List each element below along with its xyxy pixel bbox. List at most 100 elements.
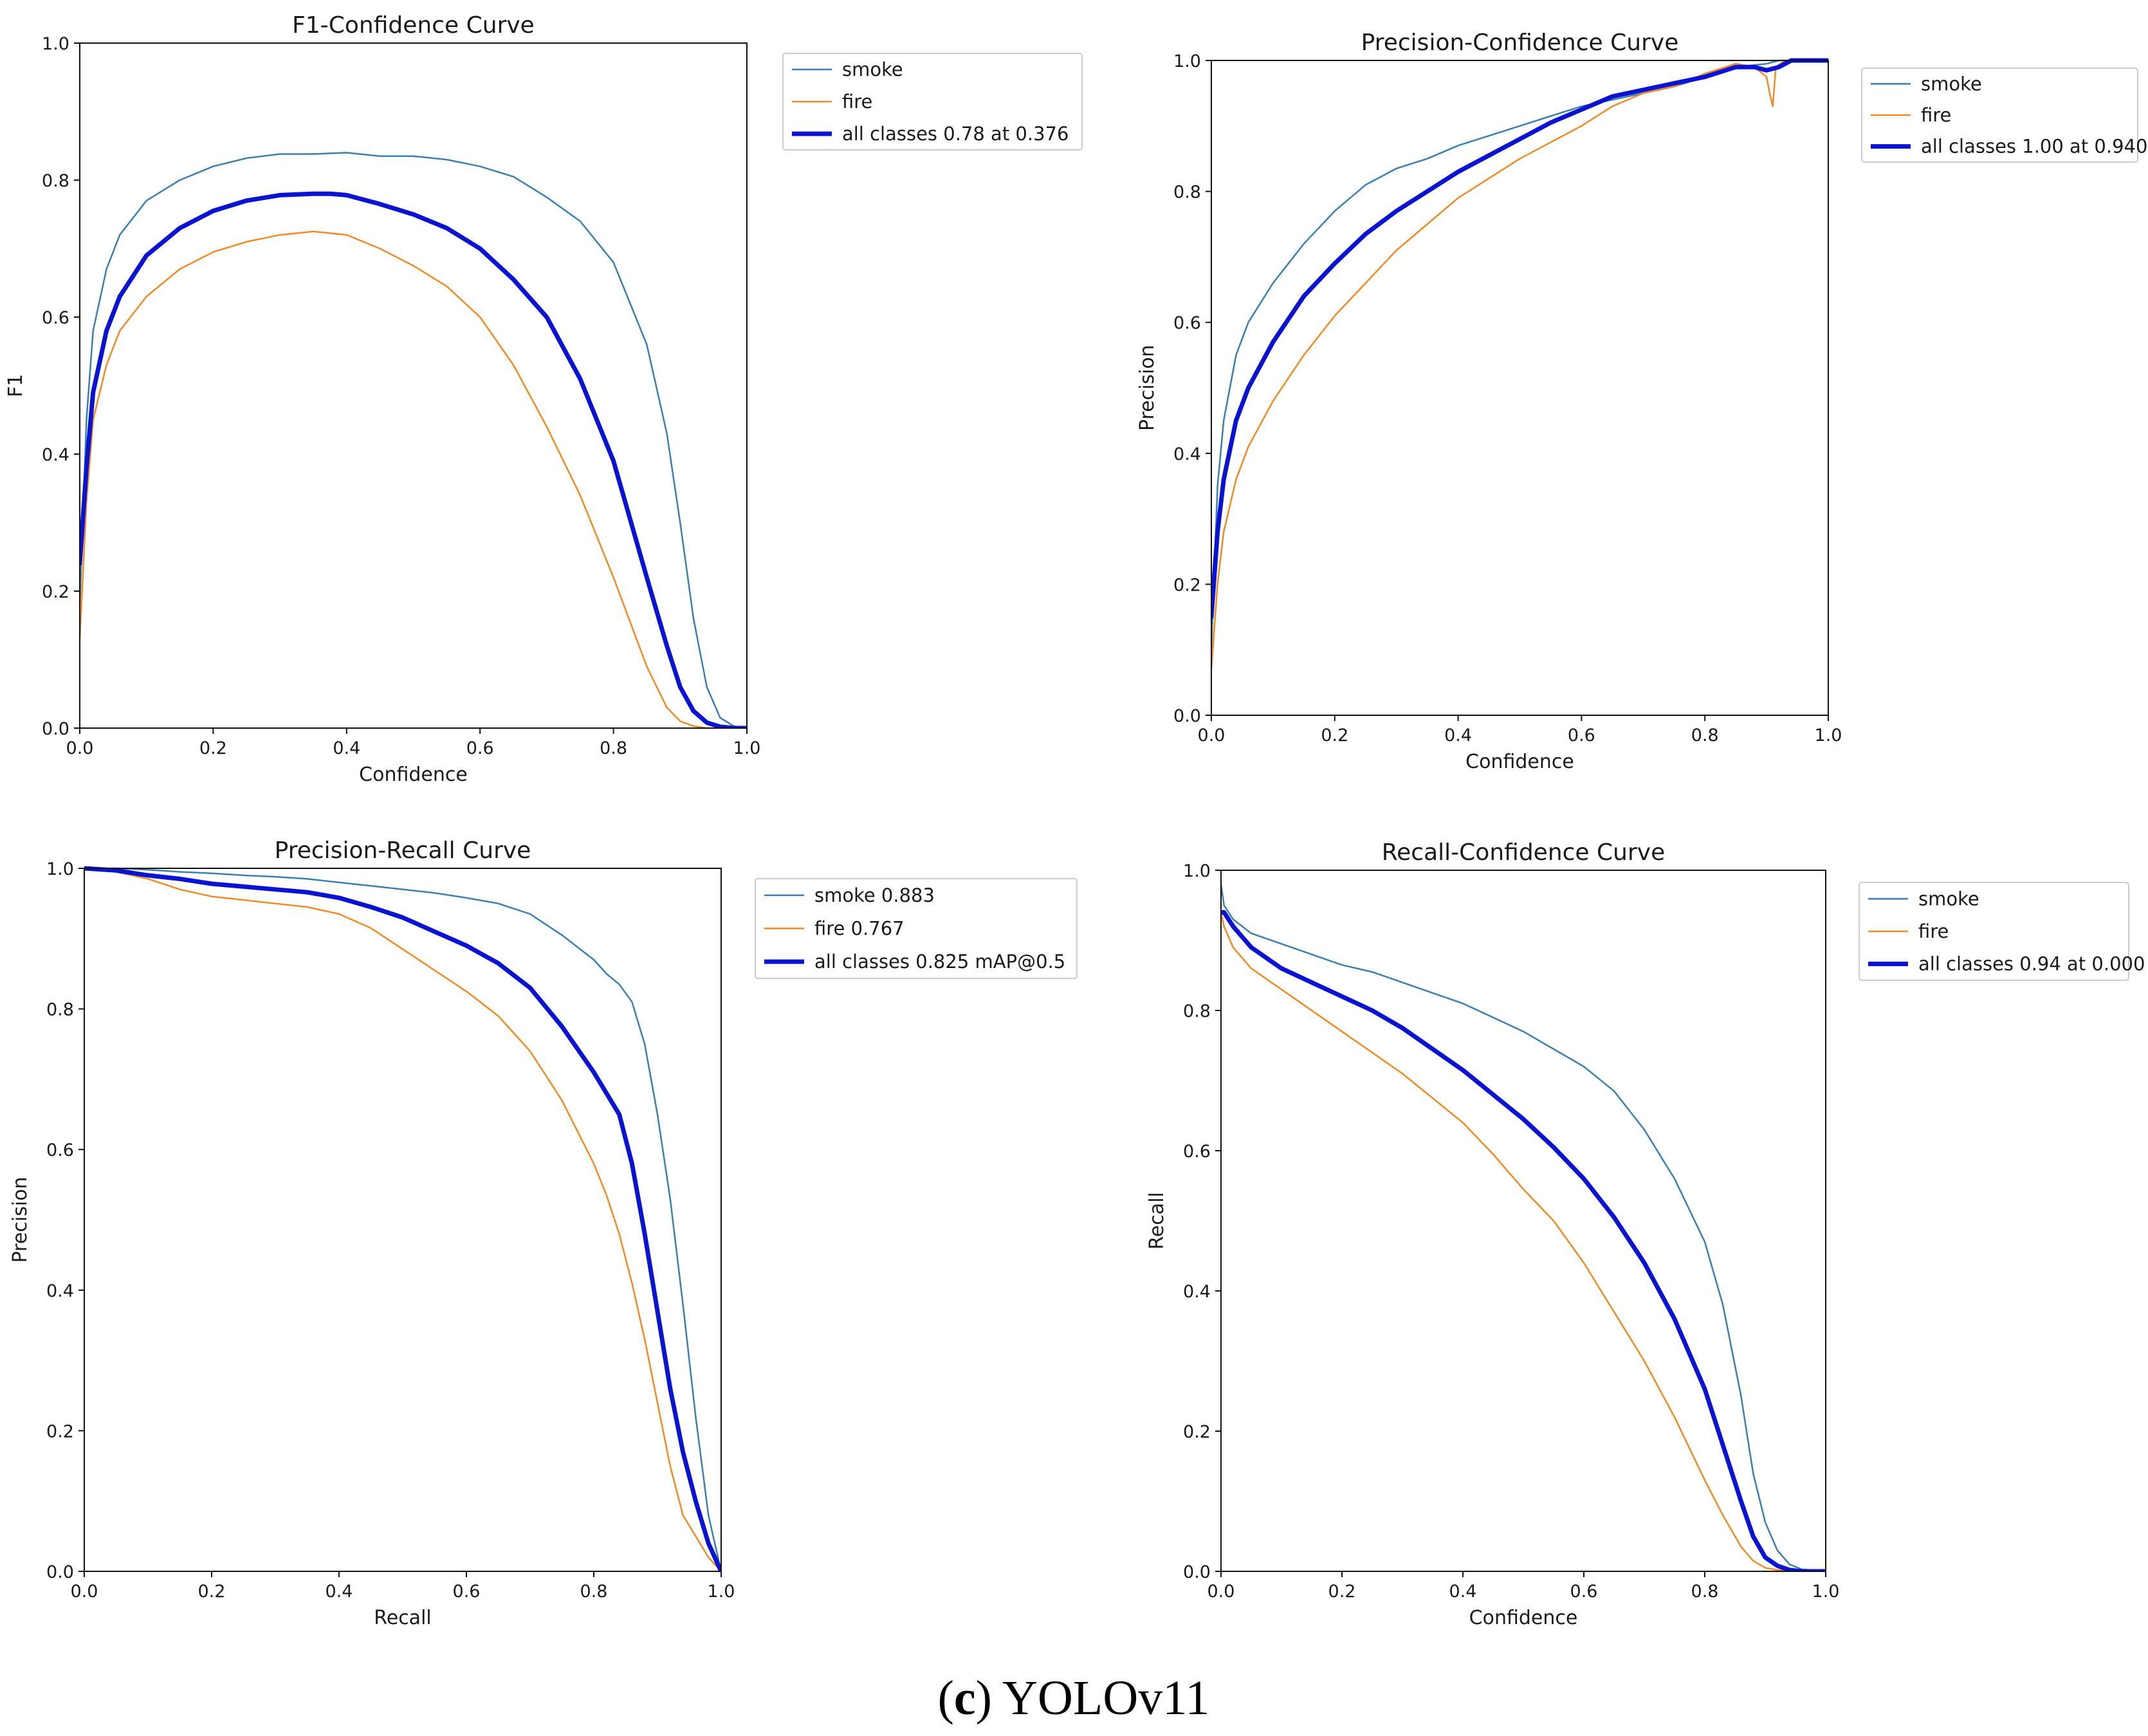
caption-open: ( <box>938 1671 954 1725</box>
y-tick-label: 1.0 <box>1183 861 1211 881</box>
x-tick-label: 0.0 <box>1198 726 1225 745</box>
legend-label: smoke 0.883 <box>814 884 935 906</box>
y-tick-label: 0.2 <box>1183 1422 1211 1442</box>
plot-frame <box>79 42 748 729</box>
legend: smoke fire all classes 1.00 at 0.940 <box>1861 68 2147 163</box>
y-tick-label: 0.6 <box>1173 313 1201 333</box>
plot-frame <box>1211 60 1829 716</box>
y-tick-label: 0.8 <box>42 171 69 191</box>
y-tick-label: 0.6 <box>1183 1142 1211 1162</box>
figure-caption: (c) YOLOv11 <box>938 1671 1210 1725</box>
x-tick-label: 1.0 <box>733 738 761 758</box>
legend-box <box>1861 68 2138 163</box>
x-tick-label: 0.8 <box>600 738 627 758</box>
chart-title: Precision-Confidence Curve <box>1361 30 1679 56</box>
chart-title: Recall-Confidence Curve <box>1382 839 1665 866</box>
x-tick-label: 0.0 <box>1207 1582 1235 1602</box>
y-tick-label: 0.2 <box>1173 575 1201 595</box>
x-axis-label: Confidence <box>359 763 468 786</box>
legend: smoke 0.883 fire 0.767 all classes 0.825 m… <box>755 878 1078 979</box>
series-line-all-classes <box>1211 58 1828 619</box>
x-tick-label: 0.2 <box>199 738 227 758</box>
chart-pr: Precision-Recall Curve 0.0 0.2 0.4 0.6 0.8 1.0… <box>9 837 1078 1629</box>
y-tick-label: 0.6 <box>42 308 69 328</box>
y-tick-label: 0.2 <box>46 1421 74 1441</box>
y-axis-label: Precision <box>1136 345 1159 431</box>
legend-label: all classes 0.825 mAP@0.5 <box>814 951 1065 973</box>
y-tick-label: 0.0 <box>42 719 69 739</box>
y-tick-label: 0.6 <box>46 1140 74 1160</box>
x-tick-label: 0.0 <box>66 738 94 758</box>
series-line-smoke <box>80 152 747 728</box>
series-line-fire <box>1211 59 1828 670</box>
series-line-smoke <box>1221 883 1826 1571</box>
legend-box <box>1859 882 2129 981</box>
y-tick-label: 1.0 <box>1173 51 1201 71</box>
series-group <box>1211 58 1828 670</box>
plot-frame <box>84 868 722 1572</box>
y-tick-label: 0.4 <box>46 1281 74 1301</box>
x-tick-label: 0.8 <box>580 1582 608 1602</box>
x-tick-label: 1.0 <box>708 1582 735 1602</box>
legend-label: fire 0.767 <box>814 918 904 940</box>
legend-label: fire <box>1921 104 1951 126</box>
legend-label: all classes 0.94 at 0.000 <box>1918 953 2145 975</box>
legend-label: all classes 1.00 at 0.940 <box>1921 136 2147 158</box>
y-tick-label: 0.8 <box>1173 183 1201 203</box>
y-tick-label: 0.8 <box>1183 1001 1211 1021</box>
y-axis-label: Precision <box>9 1177 32 1263</box>
x-axis-label: Confidence <box>1465 751 1574 773</box>
x-tick-label: 0.6 <box>466 738 494 758</box>
chart-title: F1-Confidence Curve <box>292 12 535 39</box>
legend-box <box>755 878 1078 979</box>
chart-precision: Precision-Confidence Curve 0.0 0.2 0.4 0.6 0.… <box>1136 30 2147 773</box>
legend: smoke fire all classes 0.94 at 0.000 <box>1859 882 2145 981</box>
x-axis-label: Recall <box>374 1607 432 1629</box>
series-line-all-classes <box>84 866 721 1571</box>
series-line-fire <box>84 867 721 1571</box>
x-tick-label: 0.8 <box>1691 726 1719 745</box>
x-tick-label: 0.2 <box>1321 726 1348 745</box>
x-tick-label: 1.0 <box>1815 726 1842 745</box>
x-tick-label: 0.0 <box>71 1582 98 1602</box>
y-tick-label: 0.4 <box>1173 444 1201 464</box>
y-tick-label: 0.8 <box>46 1000 74 1020</box>
series-line-smoke <box>84 867 721 1571</box>
x-tick-label: 0.6 <box>1570 1582 1598 1602</box>
series-group <box>80 152 747 728</box>
legend-label: smoke <box>1921 73 1982 95</box>
chart-recall: Recall-Confidence Curve 0.0 0.2 0.4 0.6 0.8 1.… <box>1146 839 2145 1629</box>
y-tick-label: 0.4 <box>1183 1282 1211 1302</box>
x-tick-label: 0.2 <box>1328 1582 1356 1602</box>
y-tick-label: 0.0 <box>1183 1562 1211 1582</box>
y-tick-label: 0.0 <box>1173 706 1201 726</box>
x-axis-label: Confidence <box>1469 1607 1578 1629</box>
plot-frame <box>1220 870 1826 1572</box>
caption-rest: ) YOLOv11 <box>976 1671 1210 1725</box>
legend-label: smoke <box>1918 888 1979 909</box>
x-tick-label: 1.0 <box>1812 1582 1840 1602</box>
x-tick-label: 0.4 <box>1444 726 1472 745</box>
y-tick-label: 0.2 <box>42 582 69 602</box>
x-tick-label: 0.6 <box>1568 726 1595 745</box>
legend-label: all classes 0.78 at 0.376 <box>842 123 1069 145</box>
legend-box <box>782 53 1083 151</box>
x-tick-label: 0.4 <box>326 1582 353 1602</box>
series-line-all-classes <box>1221 909 1826 1571</box>
series-group <box>84 866 721 1571</box>
legend-label: fire <box>842 91 872 113</box>
y-tick-label: 1.0 <box>42 34 69 54</box>
chart-f1: F1-Confidence Curve 0.0 0.2 0.4 0.6 0.8 1.0 0.0… <box>5 12 1083 786</box>
y-axis-label: Recall <box>1146 1192 1168 1250</box>
y-tick-label: 1.0 <box>46 859 74 879</box>
x-tick-label: 0.6 <box>453 1582 481 1602</box>
y-tick-label: 0.0 <box>46 1562 74 1582</box>
legend: smoke fire all classes 0.78 at 0.376 <box>782 53 1083 151</box>
y-axis-label: F1 <box>5 374 27 397</box>
y-tick-label: 0.4 <box>42 445 69 465</box>
legend-label: fire <box>1918 920 1949 942</box>
caption-letter: c <box>954 1671 976 1725</box>
x-tick-label: 0.4 <box>333 738 360 758</box>
chart-panels: F1-Confidence Curve 0.0 0.2 0.4 0.6 0.8 1.0 0.0… <box>5 12 2147 1629</box>
